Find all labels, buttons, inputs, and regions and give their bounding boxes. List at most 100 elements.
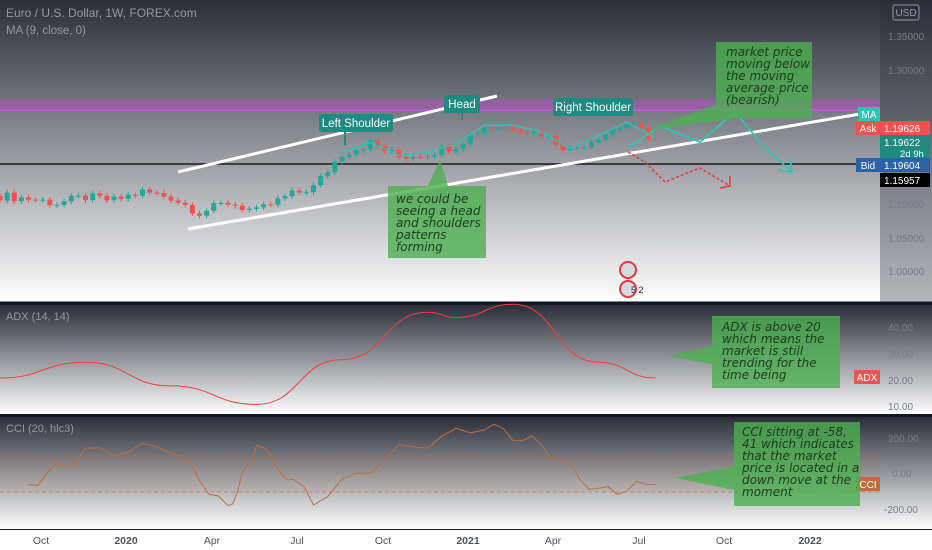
svg-text:USD: USD xyxy=(895,8,916,19)
candle-body xyxy=(574,147,580,149)
candle-body xyxy=(75,195,81,197)
candle-body xyxy=(610,130,616,135)
candle-body xyxy=(175,200,181,203)
time-tick: Jul xyxy=(290,535,303,547)
lower-trend-line xyxy=(187,112,861,231)
candle-body xyxy=(517,129,523,133)
candle-body xyxy=(482,127,487,134)
candle-body xyxy=(588,142,594,148)
note-line: time being xyxy=(722,368,787,382)
bid-tag[interactable]: Bid 1.19604 xyxy=(856,158,930,172)
event-badge-icon[interactable]: 5 2 xyxy=(619,261,644,298)
candle-body xyxy=(603,134,609,141)
line-price-tag[interactable]: 1.15957 xyxy=(880,173,930,187)
candle-body xyxy=(396,149,402,158)
right-shoulder-label[interactable]: Right Shoulder xyxy=(553,98,633,116)
candle-body xyxy=(268,204,274,206)
note-cci[interactable]: CCI sitting at -58, 41 which indicates tha… xyxy=(676,422,860,506)
adx-line xyxy=(0,303,656,405)
candle-body xyxy=(246,208,252,211)
candle-body xyxy=(254,207,259,209)
cci-line xyxy=(28,423,656,507)
note-adx[interactable]: ADX is above 20 which means the market is … xyxy=(668,316,840,388)
candle-body xyxy=(353,150,359,155)
candle-body xyxy=(218,202,224,204)
candle-body xyxy=(311,185,316,193)
price-axis-ticks: 1.35000 1.30000 1.10000 1.05000 1.00000 xyxy=(888,32,925,278)
forecast-path-red xyxy=(627,151,731,187)
cci-tag[interactable]: CCI xyxy=(856,477,880,491)
note-line: down move at the xyxy=(742,473,851,487)
candle-body xyxy=(360,149,366,151)
svg-text:5 2: 5 2 xyxy=(631,285,644,295)
svg-text:1.19604: 1.19604 xyxy=(884,161,921,172)
svg-text:CCI: CCI xyxy=(859,480,876,491)
candle-body xyxy=(197,213,202,216)
left-shoulder-label[interactable]: Left Shoulder xyxy=(319,114,393,132)
candle-body xyxy=(54,204,60,206)
svg-text:1.15957: 1.15957 xyxy=(884,176,921,187)
candle-body xyxy=(581,147,587,149)
svg-text:2d 9h: 2d 9h xyxy=(900,149,924,160)
cci-tick: 0.00 xyxy=(892,469,912,480)
time-axis-area[interactable] xyxy=(0,530,932,550)
candle-body xyxy=(303,192,309,194)
forecast-arrowhead-teal xyxy=(777,157,794,174)
candle-body xyxy=(325,172,331,176)
last-price-tag[interactable]: 1.19622 2d 9h xyxy=(880,135,930,161)
candle-body xyxy=(0,195,3,201)
candle-body xyxy=(560,144,566,151)
candle-body xyxy=(161,192,167,197)
upper-trend-line xyxy=(177,94,498,174)
svg-text:MA: MA xyxy=(862,110,877,121)
candle-body xyxy=(90,193,96,201)
candle-body xyxy=(261,204,267,208)
adx-axis-ticks: 40.00 30.00 20.00 10.00 xyxy=(888,323,913,413)
candle-body xyxy=(460,144,466,149)
head-label[interactable]: Head xyxy=(444,95,480,113)
note-line: 41 which indicates xyxy=(742,437,854,451)
candle-body xyxy=(125,194,131,199)
adx-tag[interactable]: ADX xyxy=(854,370,880,384)
candle-body xyxy=(368,140,373,150)
candle-body xyxy=(439,146,445,156)
candle-body xyxy=(282,196,288,199)
candle-body xyxy=(432,155,438,157)
note-head-shoulders[interactable]: we could be seeing a head and shoulders pat… xyxy=(388,160,486,258)
candle-body xyxy=(474,133,480,135)
candle-body xyxy=(33,199,39,201)
note-line: market is still xyxy=(722,344,804,358)
indicator-title: MA (9, close, 0) xyxy=(6,25,86,37)
note-line: price is located in a xyxy=(741,461,859,475)
candle-body xyxy=(118,196,124,199)
note-line: and shoulders xyxy=(396,216,481,230)
candle-body xyxy=(83,195,88,201)
cci-title: CCI (20, hlc3) xyxy=(6,423,74,435)
resistance-zone xyxy=(0,99,880,111)
ask-tag[interactable]: Ask 1.19626 xyxy=(856,121,930,135)
note-line: moment xyxy=(742,485,794,499)
candle-body xyxy=(289,190,295,197)
currency-badge[interactable]: USD xyxy=(892,4,920,21)
candle-body xyxy=(446,146,452,152)
candle-body xyxy=(154,192,160,194)
note-line: that the market xyxy=(742,449,838,463)
svg-text:Right Shoulder: Right Shoulder xyxy=(555,102,631,114)
time-tick: 2020 xyxy=(114,535,138,547)
candle-body xyxy=(239,205,245,211)
note-market-price[interactable]: market price moving below the moving averag… xyxy=(648,42,812,130)
ma-tag[interactable]: MA xyxy=(858,107,880,121)
candle-body xyxy=(539,130,544,137)
candle-body xyxy=(97,193,103,196)
note-line: trending for the xyxy=(722,356,817,370)
time-tick: Jul xyxy=(632,535,645,547)
note-line: moving below xyxy=(726,57,810,71)
candle-body xyxy=(389,149,395,152)
candle-body xyxy=(624,123,630,128)
candle-body xyxy=(140,189,145,196)
candle-body xyxy=(375,140,381,147)
candle-body xyxy=(318,175,324,186)
note-line: seeing a head xyxy=(396,204,481,218)
